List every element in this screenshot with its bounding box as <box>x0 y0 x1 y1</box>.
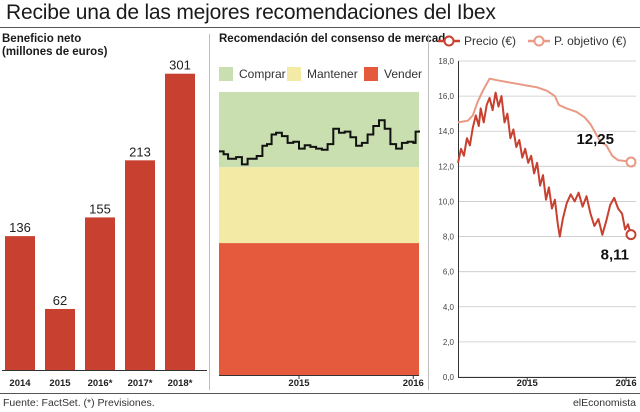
x-tick-label: 2015 <box>288 378 310 389</box>
band-vender <box>219 243 419 375</box>
bar-value-label: 136 <box>9 220 31 235</box>
legend-marker-objetivo <box>528 35 550 47</box>
consensus-title: Recomendación del consenso de mercado <box>219 33 453 45</box>
y-tick-label: 16,0 <box>438 92 454 101</box>
x-tick-label: 2016 <box>403 378 424 389</box>
legend-marker-precio <box>438 35 460 47</box>
precio-line-end-marker <box>625 229 637 241</box>
bar-chart-title: Beneficio neto <box>2 33 82 45</box>
y-tick-label: 12,0 <box>438 162 454 171</box>
chart-title: Recibe una de las mejores recomendacione… <box>6 1 496 24</box>
legend-swatch-vender <box>364 67 378 81</box>
consensus-line <box>219 119 420 166</box>
objetivo-line <box>457 77 632 163</box>
legend-objetivo: P. objetivo (€) <box>528 34 627 48</box>
bar-category-label: 2018* <box>168 378 193 389</box>
objetivo-line-end-marker <box>625 156 637 168</box>
bar-chart-subtitle: (millones de euros) <box>2 46 108 58</box>
bar-category-label: 2017* <box>128 378 153 389</box>
legend-label-comprar: Comprar <box>239 67 286 81</box>
y-tick-label: 14,0 <box>438 127 454 136</box>
footer-source: Fuente: FactSet. (*) Previsiones. <box>3 397 155 409</box>
bar-category-label: 2014 <box>9 378 31 389</box>
y-tick-label: 0,0 <box>443 373 455 382</box>
annotation-objetivo: 12,25 <box>576 131 614 148</box>
footer-rule <box>0 393 640 394</box>
bar <box>85 217 115 370</box>
title-rule <box>0 27 640 28</box>
panel-divider <box>428 34 429 390</box>
bar-value-label: 155 <box>89 201 111 216</box>
legend-label-vender: Vender <box>384 67 423 81</box>
bar-value-label: 301 <box>169 58 191 73</box>
y-tick-label: 2,0 <box>443 338 455 347</box>
y-tick-label: 8,0 <box>443 233 455 242</box>
y-tick-label: 18,0 <box>438 57 454 66</box>
annotation-precio: 8,11 <box>601 247 629 264</box>
y-tick-label: 4,0 <box>443 303 455 312</box>
y-tick-label: 6,0 <box>443 268 455 277</box>
panel-divider <box>209 34 210 390</box>
legend-label-precio: Precio (€) <box>464 34 517 48</box>
y-tick-label: 10,0 <box>438 197 454 206</box>
x-tick-label: 2015 <box>517 378 539 389</box>
footer-brand: elEconomista <box>572 397 636 409</box>
bar-value-label: 213 <box>129 144 151 159</box>
legend-swatch-comprar <box>219 67 233 81</box>
bar-category-label: 2016* <box>88 378 113 389</box>
legend-mantener: Mantener <box>287 67 358 81</box>
legend-label-objetivo: P. objetivo (€) <box>554 34 627 48</box>
bar <box>125 160 155 370</box>
bar-category-label: 2015 <box>49 378 71 389</box>
legend-swatch-mantener <box>287 67 301 81</box>
x-tick-label: 2016 <box>615 378 636 389</box>
bar <box>165 73 195 370</box>
band-mantener <box>219 167 419 244</box>
legend-precio: Precio (€) <box>438 34 516 48</box>
legend-comprar: Comprar <box>219 67 286 81</box>
legend-label-mantener: Mantener <box>307 67 358 81</box>
precio-line <box>457 91 632 238</box>
bar-value-label: 62 <box>53 293 67 308</box>
bar <box>45 308 75 370</box>
legend-vender: Vender <box>364 67 422 81</box>
bar <box>5 236 35 370</box>
